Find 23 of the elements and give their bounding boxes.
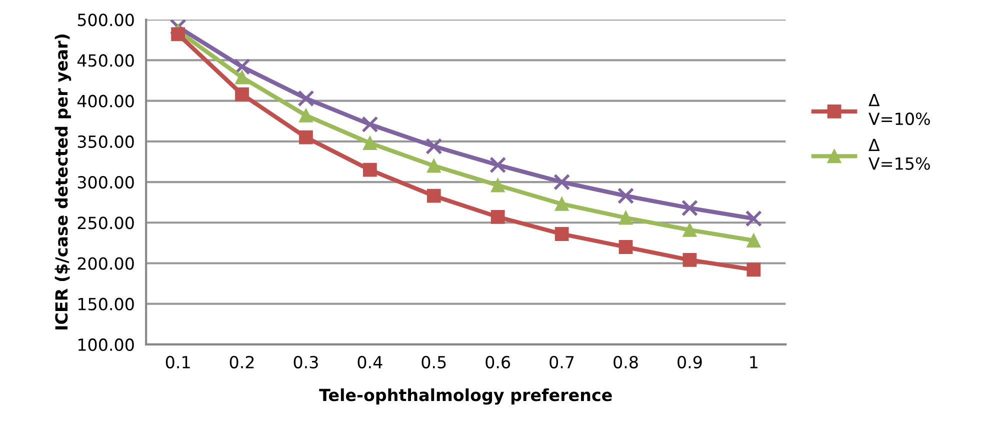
y-tick-label: 350.00 [78, 135, 134, 148]
x-tick-label: 0.6 [486, 356, 510, 368]
y-tick-label: 450.00 [77, 54, 134, 67]
x-tick-label: 1 [750, 356, 758, 368]
y-tick-label: 100.00 [78, 338, 134, 352]
x-tick-label: 0.5 [422, 356, 446, 368]
x-tick-label: 0.4 [358, 356, 382, 368]
x-tick-label: 0.7 [550, 356, 574, 368]
x-tick-label: 0.9 [678, 356, 702, 368]
y-axis-title: ICER ($/case detected per year) [54, 34, 72, 330]
legend-label: Δ V=10% [868, 94, 930, 126]
x-tick-label: 0.1 [166, 356, 190, 368]
y-tick-label: 250.00 [78, 216, 134, 230]
x-tick-label: 0.3 [294, 356, 318, 368]
y-tick-label: 150.00 [78, 298, 134, 310]
x-tick-label: 0.2 [230, 356, 254, 368]
y-tick-label: 200.00 [78, 257, 134, 270]
legend-label: Δ V=15% [868, 138, 930, 170]
y-tick-label: 300.00 [78, 176, 134, 189]
y-tick-label: 400.00 [77, 94, 134, 108]
x-axis-title: Tele-ophthalmology preference [319, 388, 612, 405]
x-tick-label: 0.8 [614, 356, 638, 368]
y-tick-label: 500.00 [78, 14, 134, 26]
